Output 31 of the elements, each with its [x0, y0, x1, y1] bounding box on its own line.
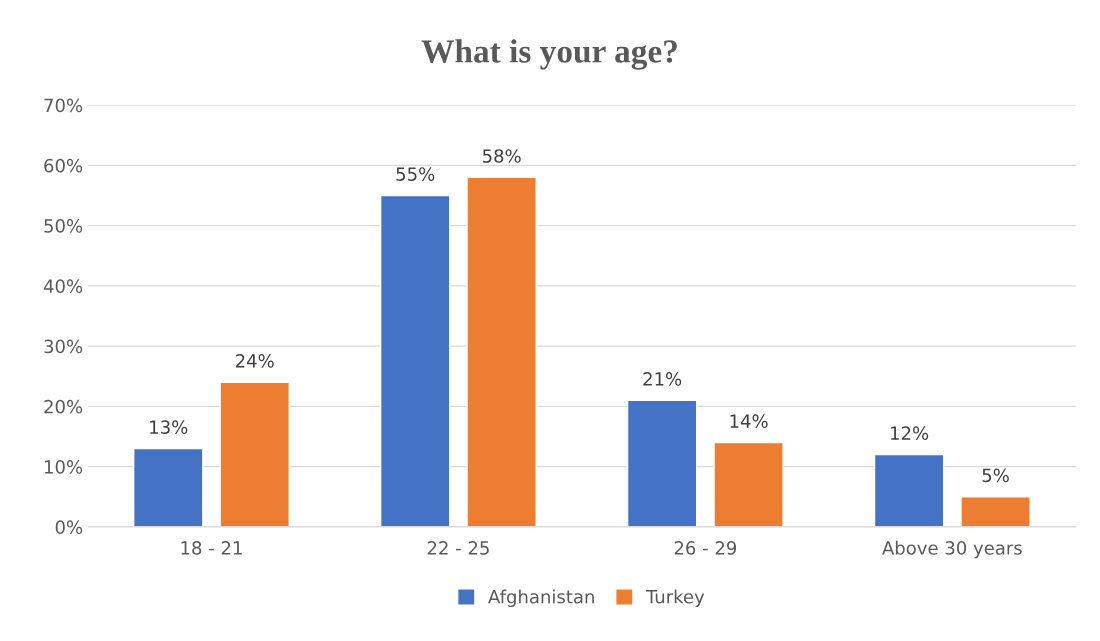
bar — [219, 381, 290, 527]
x-tick-label: Above 30 years — [882, 540, 1022, 559]
y-tick-label: 30% — [44, 339, 83, 354]
data-label: 5% — [982, 468, 1009, 483]
legend-label: Afghanistan — [488, 589, 594, 608]
bar — [626, 399, 698, 527]
bar — [960, 496, 1031, 527]
x-tick-label: 26 - 29 — [674, 541, 737, 555]
chart-title: What is your age? — [421, 39, 677, 70]
y-tick-label: 60% — [44, 158, 83, 173]
x-tick-label: 18 - 21 — [181, 541, 242, 555]
data-label: 24% — [235, 354, 274, 368]
bar — [379, 194, 451, 527]
y-tick-label: 10% — [44, 460, 83, 474]
legend-label: Turkey — [645, 589, 705, 608]
y-tick-label: 20% — [44, 399, 83, 414]
data-label: 21% — [643, 372, 682, 386]
bar — [466, 176, 537, 527]
data-label: 58% — [482, 149, 521, 163]
y-tick-label: 0% — [55, 520, 83, 535]
bar — [132, 447, 204, 527]
data-label: 14% — [730, 414, 768, 428]
data-label: 55% — [396, 167, 435, 181]
y-tick-label: 70% — [44, 98, 83, 113]
data-label: 12% — [891, 426, 929, 440]
bar — [873, 453, 945, 527]
y-tick-label: 40% — [43, 279, 83, 293]
y-tick-label: 50% — [44, 219, 83, 233]
x-tick-label: 22 - 25 — [427, 541, 489, 555]
data-label: 13% — [150, 420, 188, 434]
bar — [713, 441, 784, 527]
